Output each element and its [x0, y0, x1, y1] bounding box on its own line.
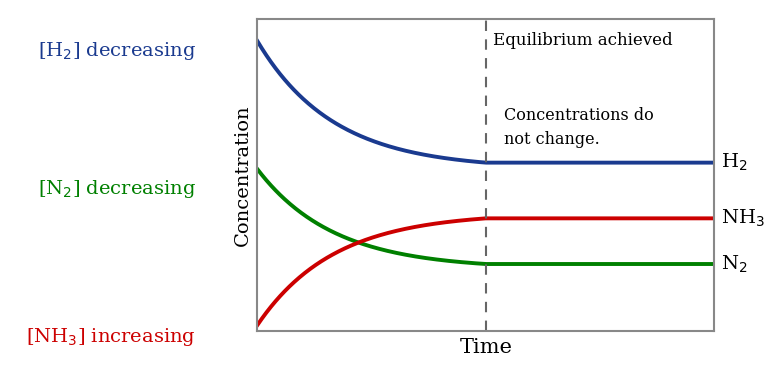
Text: NH$_3$: NH$_3$: [721, 208, 765, 229]
Text: [N$_2$] decreasing: [N$_2$] decreasing: [38, 178, 196, 200]
Text: Equilibrium achieved: Equilibrium achieved: [492, 32, 672, 48]
Text: Concentrations do
not change.: Concentrations do not change.: [504, 107, 654, 148]
X-axis label: Time: Time: [459, 338, 512, 357]
Text: N$_2$: N$_2$: [721, 253, 747, 275]
Text: H$_2$: H$_2$: [721, 152, 747, 173]
Text: [H$_2$] decreasing: [H$_2$] decreasing: [38, 40, 196, 62]
Text: [NH$_3$] increasing: [NH$_3$] increasing: [26, 326, 196, 348]
Y-axis label: Concentration: Concentration: [233, 104, 252, 246]
